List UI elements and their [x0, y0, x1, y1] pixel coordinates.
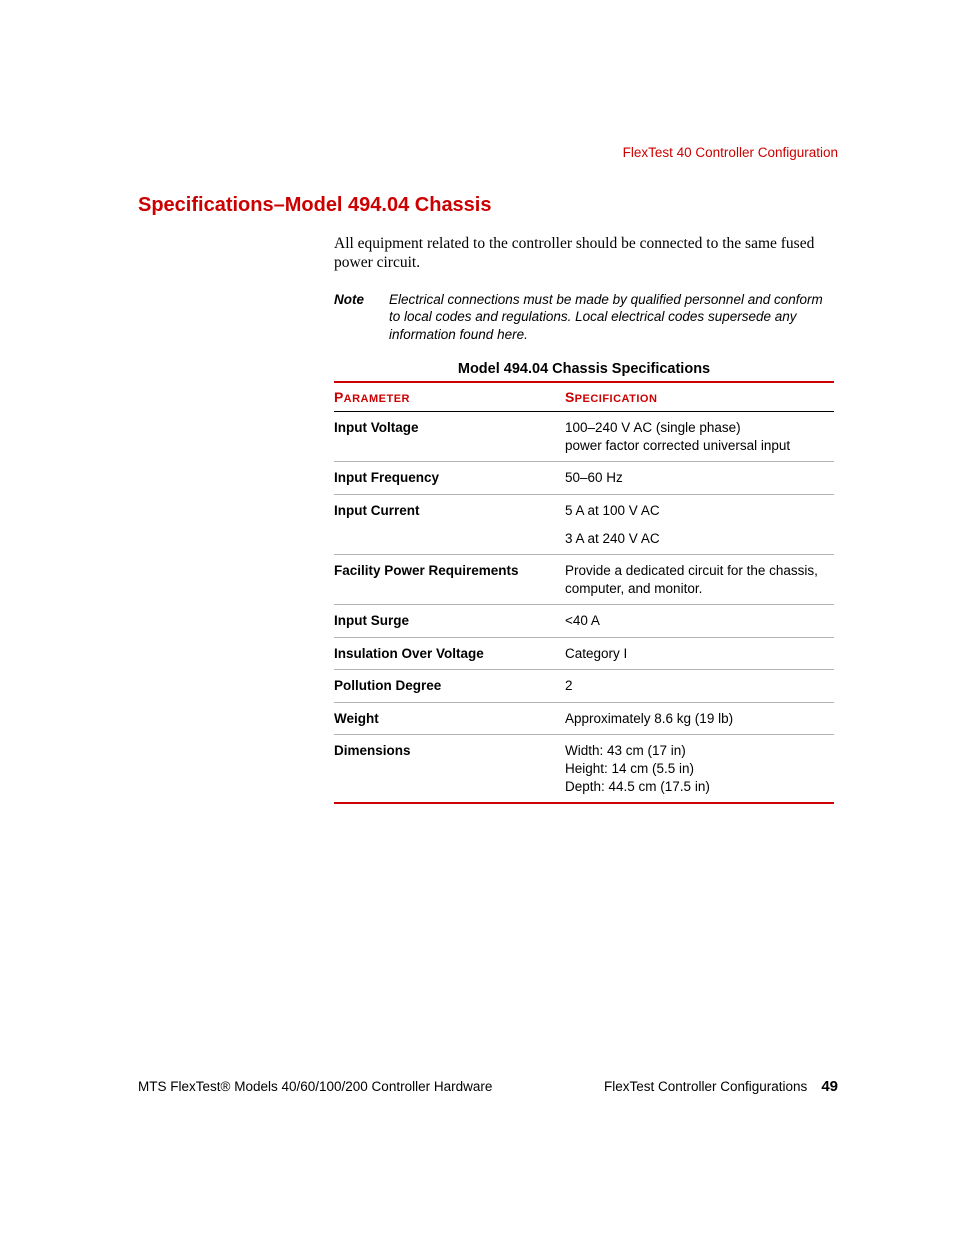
- body-column: All equipment related to the controller …: [334, 234, 834, 804]
- page-number: 49: [821, 1078, 838, 1095]
- footer-right-text: FlexTest Controller Configurations: [604, 1079, 807, 1094]
- col-header-specification: SPECIFICATION: [565, 382, 834, 412]
- spec-table: PARAMETER SPECIFICATION Input Voltage100…: [334, 381, 834, 804]
- col-header-parameter: PARAMETER: [334, 382, 565, 412]
- spec-value: 50–60 Hz: [565, 469, 828, 487]
- table-row: Input Frequency50–60 Hz: [334, 462, 834, 495]
- spec-value: Width: 43 cm (17 in) Height: 14 cm (5.5 …: [565, 742, 828, 795]
- spec-value: 2: [565, 677, 828, 695]
- param-cell: Input Voltage: [334, 412, 565, 462]
- param-cell: Facility Power Requirements: [334, 555, 565, 605]
- note-label: Note: [334, 291, 389, 344]
- table-row: Input Voltage100–240 V AC (single phase)…: [334, 412, 834, 462]
- section-title: Specifications–Model 494.04 Chassis: [138, 194, 492, 217]
- page: FlexTest 40 Controller Configuration Spe…: [0, 0, 954, 1235]
- spec-cell: Provide a dedicated circuit for the chas…: [565, 555, 834, 605]
- param-cell: Weight: [334, 702, 565, 735]
- param-cell: Input Surge: [334, 605, 565, 638]
- spec-value: 5 A at 100 V AC: [565, 502, 828, 520]
- table-header-row: PARAMETER SPECIFICATION: [334, 382, 834, 412]
- note-text: Electrical connections must be made by q…: [389, 291, 834, 344]
- spec-cell: Approximately 8.6 kg (19 lb): [565, 702, 834, 735]
- spec-value: <40 A: [565, 612, 828, 630]
- spec-cell: 2: [565, 670, 834, 703]
- note-block: Note Electrical connections must be made…: [334, 291, 834, 344]
- spec-cell: 5 A at 100 V AC 3 A at 240 V AC: [565, 495, 834, 555]
- spec-value: Provide a dedicated circuit for the chas…: [565, 562, 828, 597]
- footer-right-group: FlexTest Controller Configurations 49: [604, 1078, 838, 1095]
- param-cell: Dimensions: [334, 735, 565, 803]
- spec-cell: Category I: [565, 637, 834, 670]
- table-row: DimensionsWidth: 43 cm (17 in) Height: 1…: [334, 735, 834, 803]
- running-head: FlexTest 40 Controller Configuration: [623, 145, 838, 160]
- table-row: WeightApproximately 8.6 kg (19 lb): [334, 702, 834, 735]
- table-body: Input Voltage100–240 V AC (single phase)…: [334, 412, 834, 803]
- spec-value: Approximately 8.6 kg (19 lb): [565, 710, 828, 728]
- param-cell: Input Current: [334, 495, 565, 555]
- param-cell: Input Frequency: [334, 462, 565, 495]
- table-row: Input Surge<40 A: [334, 605, 834, 638]
- spec-value: Category I: [565, 645, 828, 663]
- page-footer: MTS FlexTest® Models 40/60/100/200 Contr…: [138, 1078, 838, 1095]
- intro-paragraph: All equipment related to the controller …: [334, 234, 834, 273]
- table-title: Model 494.04 Chassis Specifications: [334, 361, 834, 377]
- spec-cell: <40 A: [565, 605, 834, 638]
- table-row: Insulation Over VoltageCategory I: [334, 637, 834, 670]
- param-cell: Insulation Over Voltage: [334, 637, 565, 670]
- footer-left: MTS FlexTest® Models 40/60/100/200 Contr…: [138, 1079, 492, 1094]
- spec-cell: 50–60 Hz: [565, 462, 834, 495]
- table-row: Facility Power RequirementsProvide a ded…: [334, 555, 834, 605]
- param-cell: Pollution Degree: [334, 670, 565, 703]
- table-row: Pollution Degree2: [334, 670, 834, 703]
- spec-cell: Width: 43 cm (17 in) Height: 14 cm (5.5 …: [565, 735, 834, 803]
- spec-cell: 100–240 V AC (single phase) power factor…: [565, 412, 834, 462]
- spec-value: 3 A at 240 V AC: [565, 530, 828, 548]
- table-row: Input Current5 A at 100 V AC 3 A at 240 V…: [334, 495, 834, 555]
- spec-value: 100–240 V AC (single phase) power factor…: [565, 419, 828, 454]
